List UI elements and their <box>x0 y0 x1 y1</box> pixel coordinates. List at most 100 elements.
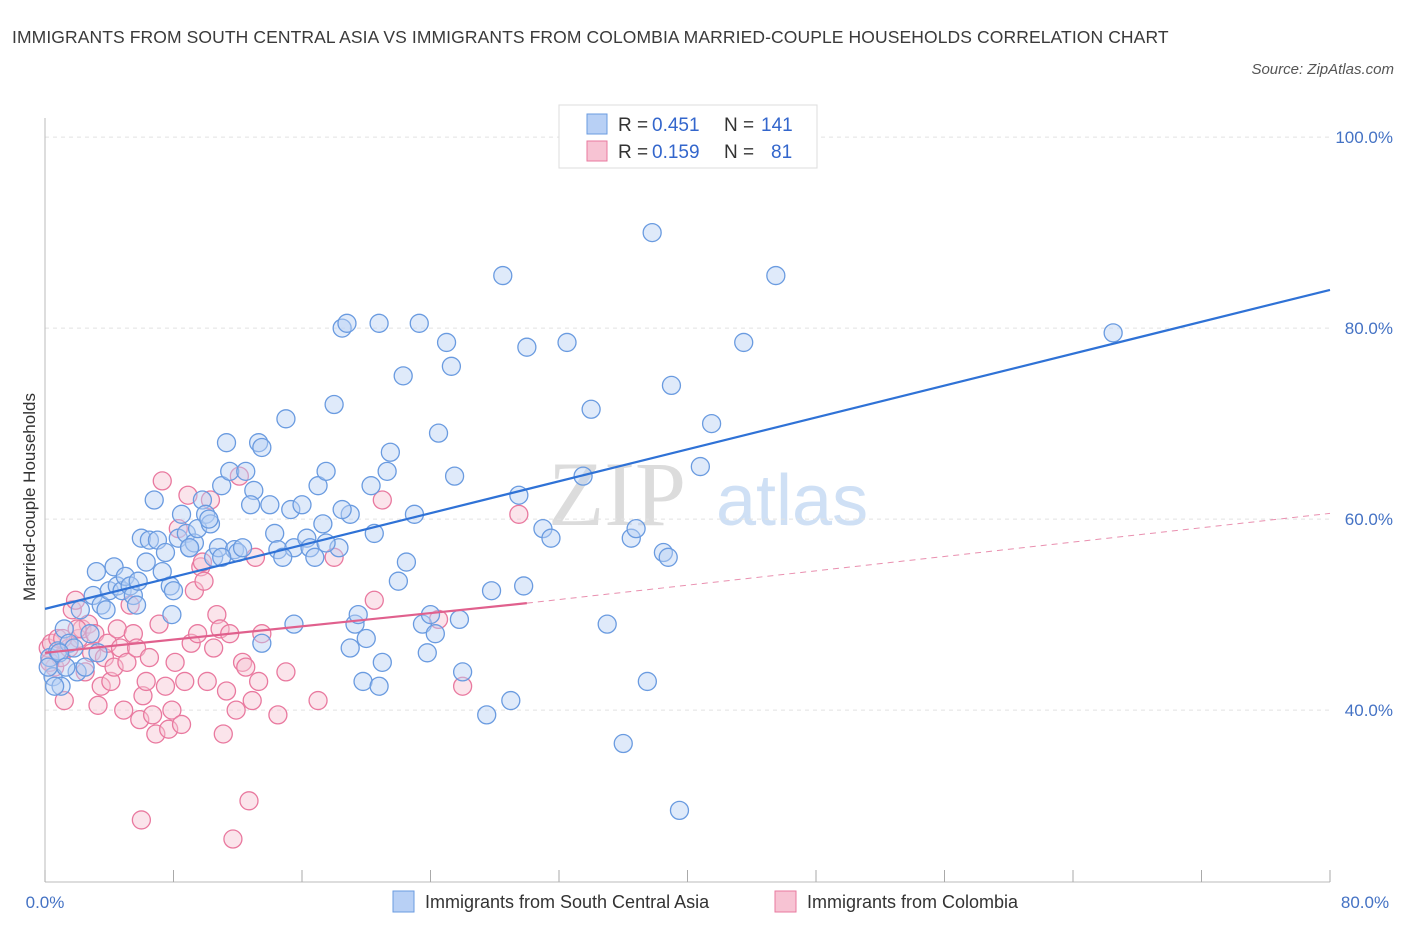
data-point-south-central-asia <box>171 504 192 524</box>
data-point-south-central-asia <box>380 442 400 462</box>
data-point-south-central-asia <box>597 614 617 634</box>
data-point-colombia <box>452 676 473 696</box>
data-point-colombia <box>216 681 237 701</box>
data-point-south-central-asia <box>80 624 100 644</box>
axes <box>44 118 1330 883</box>
data-point-south-central-asia <box>139 530 160 550</box>
data-point-south-central-asia <box>353 671 373 692</box>
data-point-south-central-asia <box>493 265 513 286</box>
data-point-south-central-asia <box>361 476 381 496</box>
legend-n-value-1: 141 <box>761 115 793 136</box>
y-tick-label: 40.0% <box>1345 701 1393 720</box>
data-point-south-central-asia <box>369 313 389 333</box>
data-point-south-central-asia <box>179 538 200 558</box>
series-colombia-points <box>38 466 529 849</box>
data-point-south-central-asia <box>449 609 470 630</box>
data-point-south-central-asia <box>541 528 561 548</box>
data-point-south-central-asia <box>396 552 417 572</box>
data-point-south-central-asia <box>372 652 392 672</box>
data-point-south-central-asia <box>276 409 296 429</box>
gridlines <box>45 136 1330 711</box>
data-point-south-central-asia <box>637 671 657 692</box>
data-point-colombia <box>175 671 195 692</box>
data-point-colombia <box>178 485 198 505</box>
data-point-south-central-asia <box>337 313 357 333</box>
data-point-colombia <box>204 638 224 658</box>
data-point-colombia <box>268 705 288 725</box>
x-tick-label-min: 0.0% <box>26 893 65 912</box>
data-point-south-central-asia <box>428 423 449 443</box>
data-point-colombia <box>152 471 172 491</box>
legend-r-value-1: 0.451 <box>652 115 700 136</box>
data-point-south-central-asia <box>126 595 147 615</box>
data-point-south-central-asia <box>252 633 272 653</box>
chart-title: IMMIGRANTS FROM SOUTH CENTRAL ASIA VS IM… <box>12 27 1169 47</box>
data-point-south-central-asia <box>388 571 409 591</box>
data-point-colombia <box>226 700 246 720</box>
data-point-south-central-asia <box>232 538 253 558</box>
bottom-legend-swatch-pink <box>774 890 797 913</box>
data-point-south-central-asia <box>734 332 754 353</box>
data-point-south-central-asia <box>313 514 333 534</box>
data-point-colombia <box>207 604 227 625</box>
data-point-colombia <box>200 490 221 510</box>
bottom-legend-label-2: Immigrants from Colombia <box>807 892 1019 912</box>
data-point-colombia <box>142 705 163 725</box>
data-point-colombia <box>117 652 137 672</box>
top-legend: R = 0.451 N = 141 R = 0.159 N = 81 <box>558 104 818 169</box>
y-tick-label: 100.0% <box>1335 128 1393 147</box>
data-point-south-central-asia <box>517 337 537 357</box>
data-point-south-central-asia <box>162 604 182 625</box>
data-point-south-central-asia <box>244 480 264 501</box>
legend-n-value-2: 81 <box>771 142 792 163</box>
data-point-colombia <box>136 671 156 692</box>
data-point-colombia <box>165 652 185 672</box>
data-point-south-central-asia <box>1103 323 1123 343</box>
data-point-south-central-asia <box>144 490 164 510</box>
data-point-south-central-asia <box>452 662 473 682</box>
data-point-south-central-asia <box>701 413 722 434</box>
trend-line-colombia <box>44 602 527 654</box>
x-ticks <box>44 870 1331 882</box>
data-point-south-central-asia <box>501 690 521 711</box>
data-point-south-central-asia <box>690 456 710 477</box>
data-point-south-central-asia <box>436 332 457 353</box>
data-point-south-central-asia <box>377 461 397 482</box>
bottom-legend-swatch-blue <box>392 890 415 913</box>
data-point-colombia <box>139 647 160 668</box>
data-point-south-central-asia <box>240 495 261 515</box>
data-point-colombia <box>149 614 169 634</box>
data-point-south-central-asia <box>356 628 376 649</box>
data-point-south-central-asia <box>324 394 344 415</box>
bottom-legend: Immigrants from South Central Asia Immig… <box>392 890 1019 913</box>
data-point-south-central-asia <box>425 624 445 644</box>
data-point-south-central-asia <box>192 490 213 510</box>
data-point-south-central-asia <box>669 800 690 821</box>
data-point-south-central-asia <box>340 638 360 658</box>
data-point-colombia <box>276 662 296 682</box>
y-tick-label: 80.0% <box>1345 319 1393 338</box>
data-point-south-central-asia <box>212 547 232 567</box>
data-point-colombia <box>194 571 214 591</box>
data-point-south-central-asia <box>332 499 352 520</box>
data-point-south-central-asia <box>131 528 152 548</box>
data-point-south-central-asia <box>477 705 497 725</box>
data-point-south-central-asia <box>766 265 786 286</box>
legend-r-label-2: R = <box>618 142 648 163</box>
data-point-south-central-asia <box>51 676 71 696</box>
data-point-south-central-asia <box>292 495 312 515</box>
data-point-south-central-asia <box>481 581 502 601</box>
data-point-south-central-asia <box>613 733 633 754</box>
data-point-south-central-asia <box>658 547 678 567</box>
legend-swatch-pink <box>586 140 608 162</box>
data-point-colombia <box>75 662 95 682</box>
data-point-colombia <box>364 590 384 610</box>
data-point-south-central-asia <box>75 657 95 677</box>
data-point-colombia <box>223 829 243 849</box>
data-point-south-central-asia <box>70 600 90 620</box>
data-point-colombia <box>242 690 262 711</box>
y-tick-label: 60.0% <box>1345 510 1393 529</box>
legend-n-label-1: N = <box>724 115 754 136</box>
data-point-colombia <box>248 671 269 692</box>
